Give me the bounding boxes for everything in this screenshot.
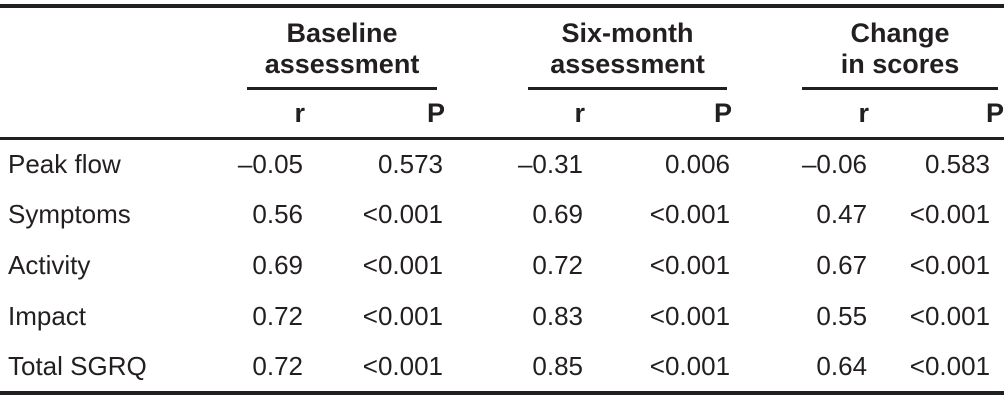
cell-change-p: <0.001 [909, 351, 991, 381]
cell-baseline-r: –0.05 [237, 148, 303, 179]
table-row-peak-flow: Peak flow –0.05 0.573 –0.31 0.006 –0.06 … [0, 138, 1004, 189]
cell-change-r: –0.06 [801, 148, 868, 179]
group-title-line: Six-month [561, 17, 694, 48]
cell-sixmonth-r: –0.31 [517, 148, 584, 179]
column-group-baseline: Baseline assessment [232, 6, 445, 90]
sub-header-row: r P r P r P [0, 90, 1004, 140]
cell-change-r: 0.67 [816, 250, 868, 280]
group-title-line: assessment [264, 48, 420, 79]
column-group-change: Change in scores [732, 6, 1004, 90]
cell-sixmonth-p: <0.001 [649, 250, 731, 280]
row-label: Impact [8, 301, 87, 331]
cell-baseline-r: 0.56 [252, 199, 303, 229]
column-group-sixmonth: Six-month assessment [445, 6, 732, 90]
col-header-baseline-p: P [305, 90, 446, 140]
cell-change-p: <0.001 [909, 301, 991, 331]
cell-baseline-r: 0.69 [252, 250, 303, 280]
cell-sixmonth-p: <0.001 [649, 301, 731, 331]
table-row-symptoms: Symptoms 0.56 <0.001 0.69 <0.001 0.47 <0… [0, 189, 1004, 240]
col-header-sixmonth-p: P [585, 90, 733, 140]
correlation-table: Baseline assessment Six-month assessment… [0, 4, 1004, 395]
cell-sixmonth-r: 0.69 [532, 199, 584, 229]
col-header-change-r: r [732, 90, 870, 140]
cell-change-p: <0.001 [909, 250, 991, 280]
group-title-line: Change [850, 17, 950, 48]
cell-baseline-p: <0.001 [362, 301, 444, 331]
cell-baseline-p: <0.001 [362, 250, 444, 280]
cell-sixmonth-p: <0.001 [649, 351, 731, 381]
cell-change-r: 0.55 [816, 301, 868, 331]
column-group-header-row: Baseline assessment Six-month assessment… [0, 6, 1004, 90]
cell-change-p: 0.583 [924, 148, 991, 179]
cell-sixmonth-r: 0.85 [532, 351, 584, 381]
row-label: Peak flow [8, 148, 121, 179]
cell-baseline-p: <0.001 [362, 351, 444, 381]
cell-change-r: 0.64 [816, 351, 868, 381]
col-header-sixmonth-r: r [445, 90, 586, 140]
cell-baseline-r: 0.72 [252, 351, 303, 381]
cell-baseline-r: 0.72 [252, 301, 303, 331]
cell-sixmonth-p: <0.001 [649, 199, 731, 229]
cell-baseline-p: <0.001 [362, 199, 444, 229]
table-row-total-sgrq: Total SGRQ 0.72 <0.001 0.85 <0.001 0.64 … [0, 342, 1004, 393]
cell-baseline-p: 0.573 [377, 148, 444, 179]
row-label: Symptoms [8, 199, 131, 229]
label-column-spacer [0, 6, 232, 90]
col-header-baseline-r: r [232, 90, 305, 140]
cell-sixmonth-r: 0.72 [532, 250, 584, 280]
label-column-spacer [0, 90, 232, 140]
group-title-line: in scores [840, 48, 960, 79]
row-label: Total SGRQ [8, 351, 147, 381]
cell-change-r: 0.47 [816, 199, 868, 229]
table-row-activity: Activity 0.69 <0.001 0.72 <0.001 0.67 <0… [0, 240, 1004, 291]
row-label: Activity [8, 250, 91, 280]
group-title-line: assessment [550, 48, 705, 79]
group-title-line: Baseline [286, 17, 398, 48]
cell-change-p: <0.001 [909, 199, 991, 229]
cell-sixmonth-r: 0.83 [532, 301, 584, 331]
col-header-change-p: P [869, 90, 1004, 140]
cell-sixmonth-p: 0.006 [664, 148, 731, 179]
table-row-impact: Impact 0.72 <0.001 0.83 <0.001 0.55 <0.0… [0, 291, 1004, 342]
